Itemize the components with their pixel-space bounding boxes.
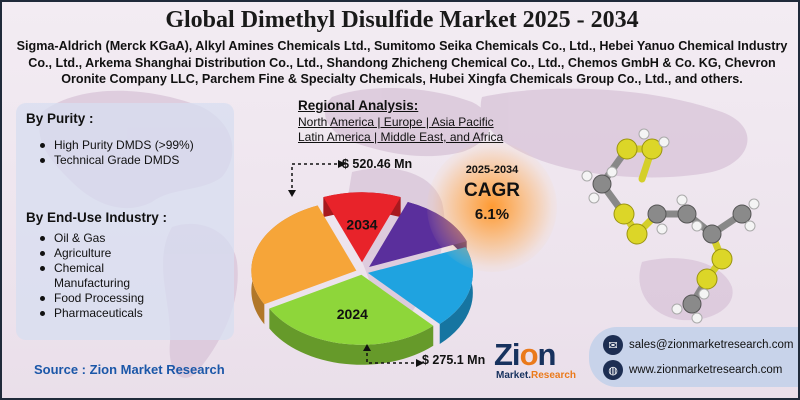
pie-slice <box>323 192 401 263</box>
value-2024-label: $ 275.1 Mn <box>422 353 486 367</box>
callout-arrowhead-top <box>288 190 296 197</box>
contact-website[interactable]: www.zionmarketresearch.com <box>629 364 783 376</box>
end-use-item: Chemical Manufacturing <box>40 261 144 291</box>
cagr-glow <box>427 142 557 272</box>
regional-analysis-title: Regional Analysis: <box>298 98 419 113</box>
contact-email-row[interactable]: ✉ sales@zionmarketresearch.com <box>603 334 793 356</box>
regions-line-1: North America | Europe | Asia Pacific <box>298 115 494 129</box>
callout-arrow-top <box>291 163 340 194</box>
cagr-period: 2025-2034 <box>465 164 519 176</box>
email-icon: ✉ <box>603 335 623 355</box>
pie-slice <box>251 205 357 305</box>
end-use-item: Agriculture <box>40 246 144 261</box>
contact-email[interactable]: sales@zionmarketresearch.com <box>629 339 794 351</box>
end-use-list: Oil & Gas Agriculture Chemical Manufactu… <box>40 231 144 321</box>
callout-arrow-bottom <box>366 347 418 364</box>
logo-wordmark: Zion <box>494 337 556 372</box>
market-pie-chart: 2034 2024 <box>251 160 473 367</box>
callout-arrowhead-bottom-end <box>416 359 424 367</box>
contact-box: ✉ sales@zionmarketresearch.com ◍ www.zio… <box>589 327 798 387</box>
purity-heading: By Purity : <box>26 111 94 126</box>
value-2034-label: $ 520.46 Mn <box>342 157 413 171</box>
callout-arrowhead-top-end <box>338 160 346 168</box>
contact-website-row[interactable]: ◍ www.zionmarketresearch.com <box>603 359 782 381</box>
cagr-value: 6.1% <box>474 206 510 223</box>
pie-slice <box>269 274 434 345</box>
purity-item: High Purity DMDS (>99%) <box>40 138 194 153</box>
logo-subtitle: Market.Research <box>496 370 577 381</box>
cagr-label: CAGR <box>464 180 520 201</box>
globe-icon: ◍ <box>603 360 623 380</box>
callout-arrowhead-bottom <box>363 344 371 351</box>
page-title: Global Dimethyl Disulfide Market 2025 - … <box>165 7 639 33</box>
pie-slice-side <box>439 247 473 344</box>
key-players-text: Sigma-Aldrich (Merck KGaA), Alkyl Amines… <box>16 39 788 86</box>
source-text: Source : Zion Market Research <box>34 362 225 377</box>
segments-panel: By Purity : High Purity DMDS (>99%) Tech… <box>16 103 234 340</box>
end-use-item: Oil & Gas <box>40 231 144 246</box>
purity-list: High Purity DMDS (>99%) Technical Grade … <box>40 138 194 168</box>
pie-slice-label: 2024 <box>337 306 368 322</box>
pie-slice <box>367 247 473 324</box>
end-use-heading: By End-Use Industry : <box>26 210 168 225</box>
end-use-item: Food Processing <box>40 291 144 306</box>
molecule-illustration <box>581 128 760 324</box>
zion-logo: Zion Market.Research <box>494 337 584 383</box>
end-use-item: Pharmaceuticals <box>40 306 144 321</box>
regions-line-2: Latin America | Middle East, and Africa <box>298 130 504 144</box>
pie-slice-side <box>269 308 434 365</box>
pie-slice-label: 2034 <box>346 217 377 233</box>
purity-item: Technical Grade DMDS <box>40 153 194 168</box>
